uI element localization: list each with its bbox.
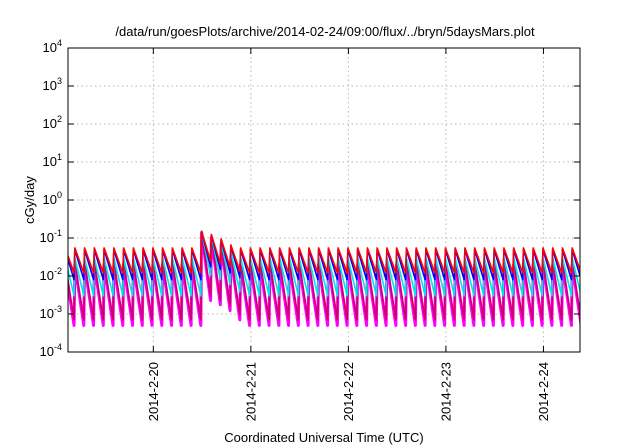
x-tick-label: 2014-2-24: [536, 362, 551, 421]
y-tick-label: 102: [43, 114, 62, 131]
x-axis-label: Coordinated Universal Time (UTC): [224, 430, 423, 445]
x-tick-label: 2014-2-21: [243, 362, 258, 421]
y-tick-label: 10-1: [40, 228, 62, 245]
y-tick-label: 10-4: [40, 342, 62, 359]
series-line: [68, 230, 580, 274]
y-tick-label: 104: [43, 38, 62, 55]
y-tick-label: 103: [43, 76, 62, 93]
y-tick-label: 100: [43, 190, 62, 207]
x-axis: 2014-2-20 2014-2-21 2014-2-22 2014-2-23 2014…: [146, 48, 551, 421]
y-tick-label: 10-3: [40, 304, 62, 321]
series-group: [68, 230, 580, 327]
chart-title: /data/run/goesPlots/archive/2014-02-24/0…: [115, 24, 535, 39]
y-tick-label: 10-2: [40, 266, 62, 283]
x-tick-label: 2014-2-22: [341, 362, 356, 421]
x-tick-label: 2014-2-23: [438, 362, 453, 421]
x-tick-label: 2014-2-20: [146, 362, 161, 421]
y-tick-label: 101: [43, 152, 62, 169]
series-line: [68, 231, 580, 321]
y-axis: 104 103 102 101 100 10-1 10-2 10-3 10-4: [40, 38, 580, 359]
y-axis-label: cGy/day: [22, 176, 37, 224]
series-line: [68, 230, 580, 281]
series-line: [68, 230, 580, 297]
